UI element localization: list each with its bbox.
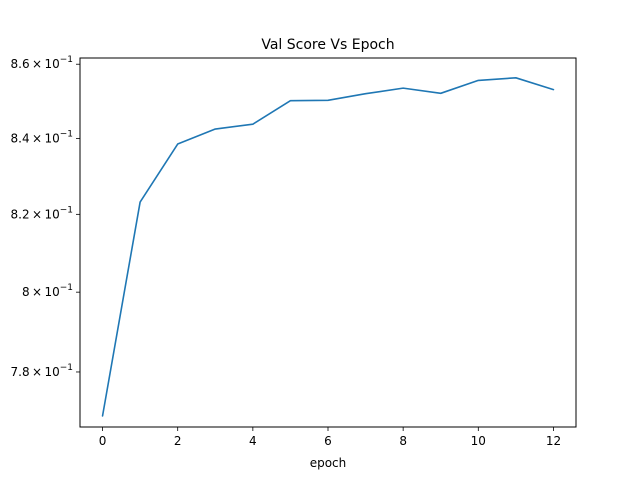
chart-title: Val Score Vs Epoch bbox=[261, 37, 394, 53]
y-tick-exponent: −1 bbox=[60, 283, 73, 293]
y-tick-base: × 10 bbox=[30, 365, 60, 379]
y-tick-mantissa: 8.4 bbox=[11, 131, 30, 145]
series-layer bbox=[101, 77, 555, 417]
y-tick-label: 8.6 × 10−1 bbox=[11, 55, 74, 71]
y-tick-label: 8.2 × 10−1 bbox=[11, 205, 74, 221]
y-tick-label: 8 × 10−1 bbox=[22, 283, 73, 299]
y-tick-exponent: −1 bbox=[60, 205, 73, 215]
series-line-0 bbox=[101, 77, 555, 417]
y-tick-label-text: 8.2 × 10−1 bbox=[11, 205, 74, 221]
y-tick-label-text: 8.4 × 10−1 bbox=[11, 129, 74, 145]
y-tick-exponent: −1 bbox=[60, 129, 73, 139]
x-tick-label: 10 bbox=[471, 434, 486, 448]
y-tick-mantissa: 8.2 bbox=[11, 207, 30, 221]
y-tick-exponent: −1 bbox=[60, 363, 73, 373]
x-axis-label: epoch bbox=[310, 456, 347, 470]
y-axis: 7.8 × 10−18 × 10−18.2 × 10−18.4 × 10−18.… bbox=[11, 55, 80, 379]
x-axis: 0 2 4 6 8 10 12 bbox=[99, 427, 561, 448]
y-tick-mantissa: 7.8 bbox=[11, 365, 30, 379]
x-tick-label: 6 bbox=[324, 434, 332, 448]
y-tick-label-text: 8.6 × 10−1 bbox=[11, 55, 74, 71]
y-tick-base: × 10 bbox=[30, 57, 60, 71]
x-tick-label: 12 bbox=[546, 434, 561, 448]
y-tick-base: × 10 bbox=[30, 131, 60, 145]
x-tick-label: 2 bbox=[174, 434, 182, 448]
y-tick-label-text: 7.8 × 10−1 bbox=[11, 363, 74, 379]
y-tick-exponent: −1 bbox=[60, 55, 73, 65]
y-tick-label: 7.8 × 10−1 bbox=[11, 363, 74, 379]
y-tick-label-text: 8 × 10−1 bbox=[22, 283, 73, 299]
y-tick-mantissa: 8 bbox=[22, 285, 30, 299]
y-tick-base: × 10 bbox=[30, 207, 60, 221]
x-tick-label: 0 bbox=[99, 434, 107, 448]
x-tick-label: 4 bbox=[249, 434, 257, 448]
y-tick-label: 8.4 × 10−1 bbox=[11, 129, 74, 145]
plot-area bbox=[79, 57, 577, 428]
x-tick-label: 8 bbox=[399, 434, 407, 448]
y-tick-base: × 10 bbox=[30, 285, 60, 299]
y-tick-mantissa: 8.6 bbox=[11, 57, 30, 71]
